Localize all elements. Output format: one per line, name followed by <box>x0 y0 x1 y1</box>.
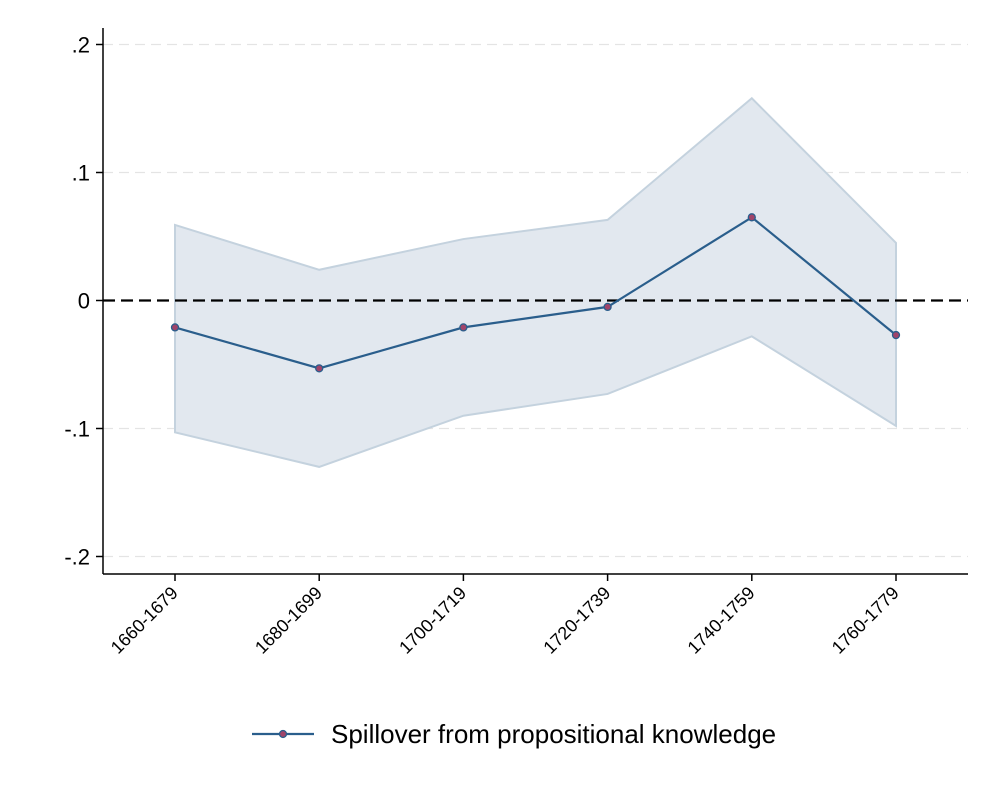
data-point <box>891 330 901 340</box>
data-point <box>315 364 324 373</box>
x-tick-label: 1660-1679 <box>107 583 182 658</box>
data-point <box>459 323 468 332</box>
data-point <box>603 302 612 312</box>
data-point <box>747 213 756 222</box>
series-points <box>170 213 901 373</box>
x-tick-label: 1680-1699 <box>251 583 326 658</box>
confidence-band <box>174 96 897 468</box>
legend: Spillover from propositional knowledge <box>252 719 776 749</box>
y-axis-ticks: .2 .1 0 -.1 -.2 <box>64 33 103 570</box>
x-tick-label: 1720-1739 <box>539 583 614 658</box>
y-tick-label: -.2 <box>64 545 90 570</box>
legend-marker <box>278 729 288 739</box>
x-axis-ticks: 1660-1679 1680-1699 1700-1719 1720-1739 1740… <box>107 574 903 658</box>
y-tick-label: .2 <box>72 33 90 58</box>
x-tick-label: 1760-1779 <box>828 583 903 658</box>
y-tick-label: .1 <box>72 161 90 186</box>
y-tick-label: -.1 <box>64 417 90 442</box>
legend-label: Spillover from propositional knowledge <box>331 719 776 749</box>
x-tick-label: 1740-1759 <box>684 583 759 658</box>
x-tick-label: 1700-1719 <box>395 583 470 658</box>
series-line <box>174 215 897 370</box>
y-tick-label: 0 <box>78 289 90 314</box>
data-point <box>170 323 180 332</box>
